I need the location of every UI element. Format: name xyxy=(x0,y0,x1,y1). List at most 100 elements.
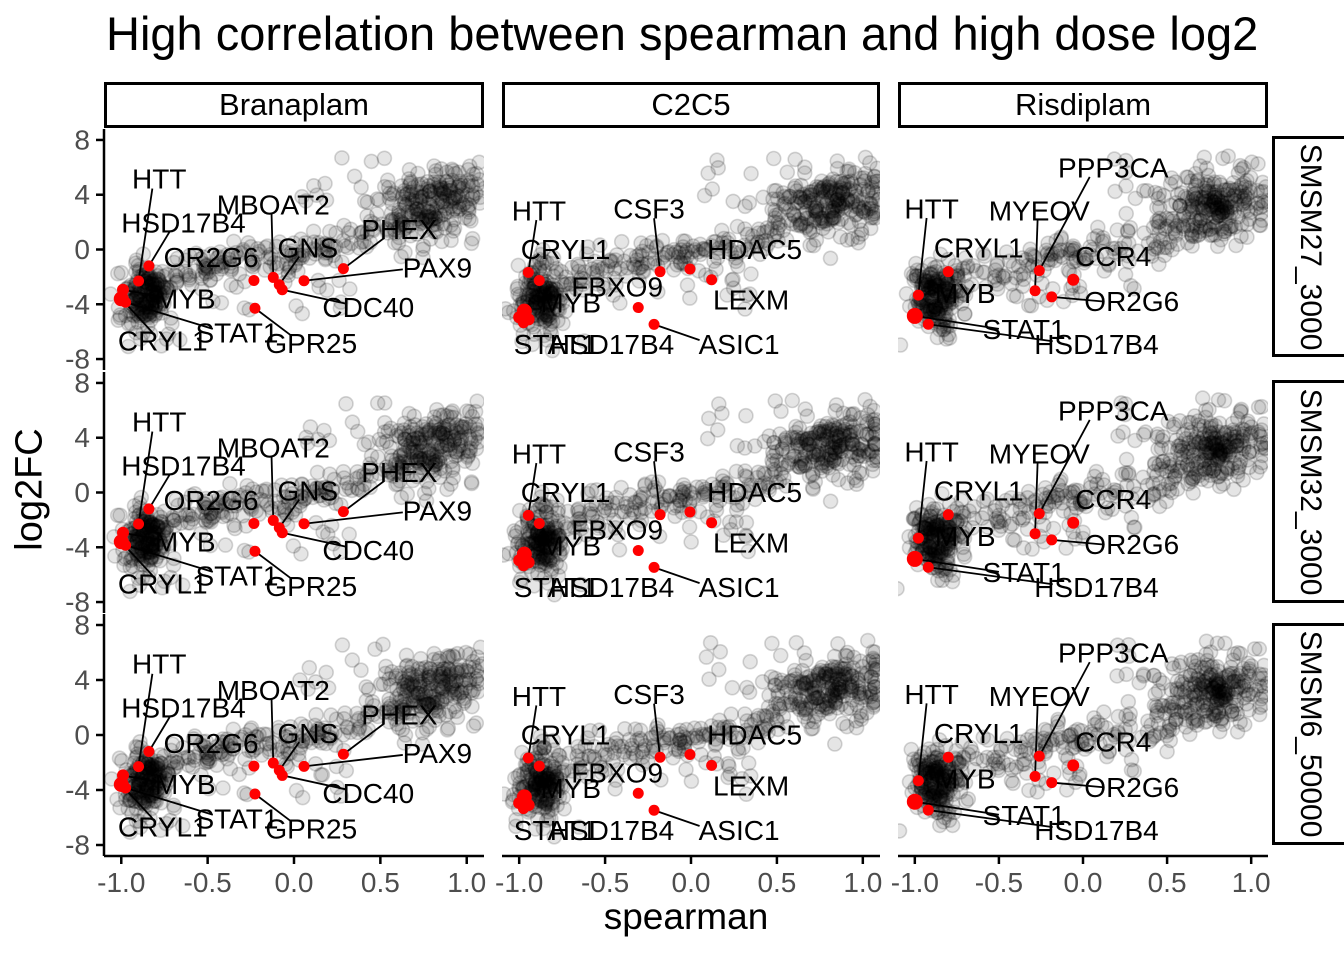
gene-label: HSD17B4 xyxy=(550,329,675,360)
leader-line xyxy=(342,723,385,755)
highlight-point xyxy=(912,289,924,301)
leader-line xyxy=(1034,705,1039,777)
x-tick-label: 1.0 xyxy=(447,867,486,898)
highlight-point xyxy=(133,275,145,287)
leader-line xyxy=(282,288,347,305)
highlight-point xyxy=(337,263,349,275)
background-points xyxy=(502,391,880,603)
gene-label: PAX9 xyxy=(403,495,473,526)
highlight-point xyxy=(1067,759,1080,772)
gene-label: MYB xyxy=(540,287,601,318)
leader-line xyxy=(148,231,171,267)
gene-label: HTT xyxy=(904,437,958,468)
leader-line xyxy=(653,461,661,515)
highlight-point xyxy=(654,266,666,278)
gene-label: STAT1 xyxy=(514,815,597,846)
highlight-point xyxy=(517,560,529,572)
leader-line xyxy=(122,774,162,784)
gene-label: CRYL1 xyxy=(934,233,1024,264)
gene-label: HDAC5 xyxy=(707,234,802,265)
gene-label: HTT xyxy=(512,681,566,712)
gene-label: OR2G6 xyxy=(1084,529,1179,560)
axis-lines xyxy=(96,129,1268,864)
leader-line xyxy=(270,699,275,764)
gene-label: MYB xyxy=(540,773,601,804)
y-tick-label: 8 xyxy=(74,610,90,641)
background-points xyxy=(898,390,1268,597)
gene-label: MYB xyxy=(155,526,216,557)
leader-line xyxy=(1051,538,1104,546)
panel-r1-c2: PPP3CA HTT MYEOV CRYL1 CCR4 MYB OR2G6 STAT1HSD1… xyxy=(898,390,1268,603)
gene-label: HSD17B4 xyxy=(121,450,246,481)
gene-label: HSD17B4 xyxy=(121,693,246,724)
x-tick-label: 0.0 xyxy=(275,867,314,898)
gene-label: HTT xyxy=(512,439,566,470)
x-tick-label: -0.5 xyxy=(184,867,232,898)
label-leader-lines xyxy=(914,661,1104,829)
gene-label: CRYL1 xyxy=(118,569,208,600)
leader-line xyxy=(137,431,154,525)
highlight-point xyxy=(133,761,145,773)
panel-r0-c2: PPP3CA HTT MYEOV CRYL1 CCR4 MYB OR2G6 STAT1HSD1… xyxy=(898,148,1268,360)
highlight-point xyxy=(648,561,660,573)
gene-label: HTT xyxy=(132,163,186,194)
facet-strip-smsm32: SMSM32_3000 xyxy=(1272,380,1344,603)
leader-line xyxy=(270,213,275,278)
leader-line xyxy=(148,716,171,752)
gene-label: STAT1 xyxy=(983,800,1066,831)
gene-label: PPP3CA xyxy=(1058,153,1169,184)
highlight-point xyxy=(120,539,132,551)
highlight-points xyxy=(513,506,718,573)
gene-label: CRYL1 xyxy=(934,718,1024,749)
highlight-points xyxy=(906,265,1080,330)
highlight-point xyxy=(906,550,923,567)
y-tick-label: 4 xyxy=(74,422,90,453)
x-tick-label: -0.5 xyxy=(975,867,1023,898)
highlight-point xyxy=(654,751,666,763)
highlight-point xyxy=(1033,750,1045,762)
gene-label: GPR25 xyxy=(265,814,357,845)
gene-label: HSD17B4 xyxy=(121,207,246,238)
leader-line xyxy=(282,531,347,548)
highlight-point xyxy=(249,545,261,557)
gene-label: OR2G6 xyxy=(164,728,259,759)
facet-strip-label: Branaplam xyxy=(219,87,369,122)
gene-label: GNS xyxy=(277,718,338,749)
highlight-point xyxy=(1029,770,1041,782)
highlight-point xyxy=(337,748,349,760)
highlight-point xyxy=(298,760,310,772)
leader-line xyxy=(914,800,1000,816)
leader-line xyxy=(653,703,661,758)
leader-line xyxy=(282,774,347,791)
label-leader-lines xyxy=(120,431,403,579)
gene-label: PAX9 xyxy=(403,738,473,769)
highlight-point xyxy=(648,318,660,330)
gene-label: PHEX xyxy=(361,700,438,731)
leader-line xyxy=(125,301,214,330)
y-tick-label: 0 xyxy=(74,477,90,508)
gene-label: MYB xyxy=(935,278,996,309)
gene-label: CRYL1 xyxy=(118,812,208,843)
gene-label: HDAC5 xyxy=(707,477,802,508)
leader-line xyxy=(527,219,538,273)
highlight-points xyxy=(113,746,349,800)
gene-label: HSD17B4 xyxy=(1034,572,1159,603)
highlight-point xyxy=(1046,534,1058,546)
highlight-point xyxy=(298,275,310,287)
highlight-points xyxy=(906,750,1080,816)
leader-line xyxy=(1038,176,1091,272)
highlight-point xyxy=(276,769,288,781)
highlight-point xyxy=(684,749,696,761)
x-tick-label: -1.0 xyxy=(97,867,145,898)
highlight-point xyxy=(706,517,718,529)
highlight-point xyxy=(533,517,545,529)
leader-line xyxy=(527,462,538,516)
gene-label: STAT1 xyxy=(514,329,597,360)
gene-label: MYB xyxy=(155,769,216,800)
y-tick-label: 4 xyxy=(74,179,90,210)
highlight-point xyxy=(1029,528,1041,540)
leader-line xyxy=(653,566,700,584)
label-leader-lines xyxy=(120,673,403,822)
